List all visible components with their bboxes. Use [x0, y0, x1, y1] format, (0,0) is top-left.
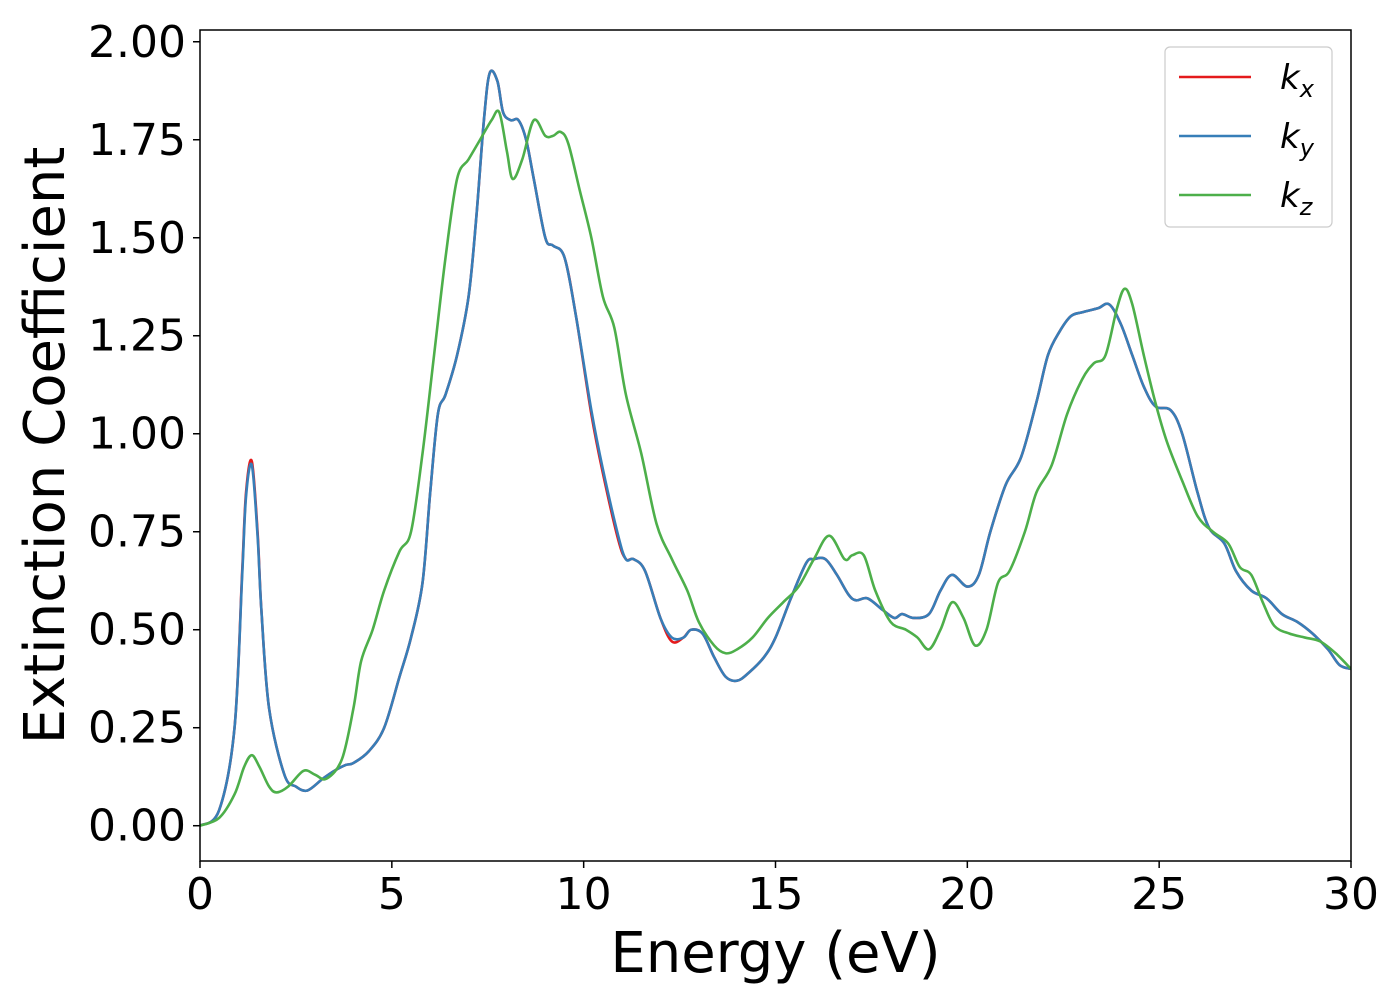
y-tick-label: 0.50 — [88, 605, 186, 656]
legend: kx ky kz — [1164, 46, 1333, 228]
x-tick-label: 10 — [556, 869, 612, 920]
legend-label-kx: kx — [1280, 58, 1315, 103]
y-axis-label: Extinction Coefficient — [13, 147, 78, 745]
y-axis-ticks: 0.00 0.25 0.50 0.75 1.00 1.25 1.50 1.75 2.00 — [88, 17, 200, 852]
y-tick-label: 1.00 — [88, 409, 186, 460]
x-tick-label: 15 — [748, 869, 804, 920]
y-tick-label: 0.75 — [88, 507, 186, 558]
x-tick-label: 25 — [1131, 869, 1187, 920]
x-tick-label: 30 — [1323, 869, 1379, 920]
x-axis-ticks: 0 5 10 15 20 25 30 — [186, 861, 1379, 920]
y-tick-label: 1.75 — [88, 115, 186, 166]
legend-label-ky: ky — [1280, 117, 1315, 162]
x-tick-label: 0 — [186, 869, 214, 920]
y-tick-label: 1.50 — [88, 213, 186, 264]
series-line-kz — [200, 109, 1351, 827]
legend-label-kz: kz — [1280, 176, 1314, 221]
y-tick-label: 0.00 — [88, 801, 186, 852]
y-tick-label: 1.25 — [88, 311, 186, 362]
series-line-ky — [200, 69, 1351, 827]
series-lines — [200, 69, 1351, 827]
x-tick-label: 5 — [378, 869, 406, 920]
x-axis-label: Energy (eV) — [610, 921, 940, 986]
x-tick-label: 20 — [939, 869, 995, 920]
y-tick-label: 2.00 — [88, 17, 186, 68]
y-tick-label: 0.25 — [88, 703, 186, 754]
